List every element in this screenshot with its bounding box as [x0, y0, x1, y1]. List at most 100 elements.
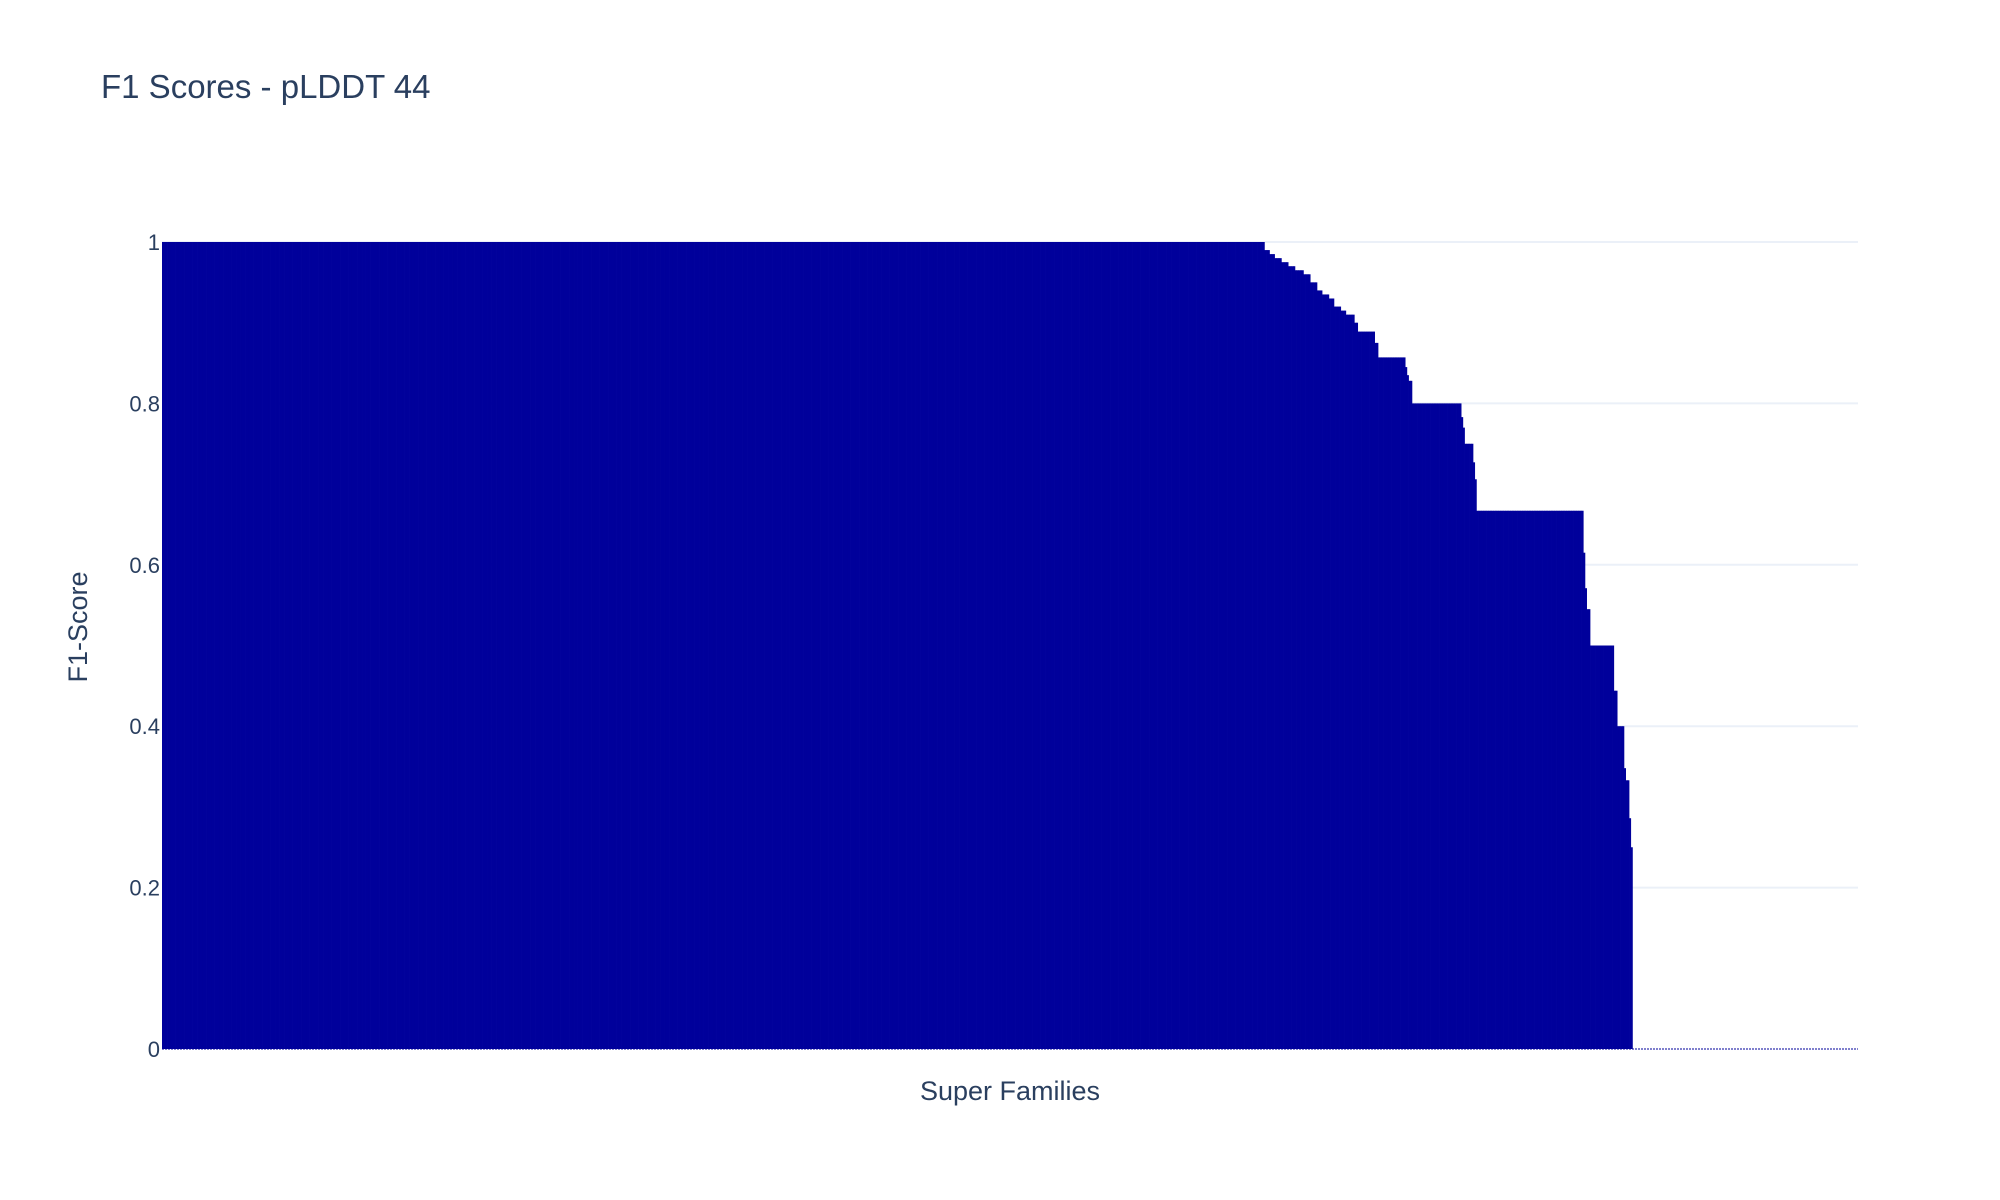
bar[interactable]: [811, 242, 814, 1049]
bar[interactable]: [618, 242, 621, 1049]
bar[interactable]: [657, 242, 660, 1049]
bar[interactable]: [1184, 242, 1187, 1049]
bar[interactable]: [250, 242, 253, 1049]
bar[interactable]: [1167, 242, 1170, 1049]
bar[interactable]: [1230, 242, 1233, 1049]
bar[interactable]: [1164, 242, 1167, 1049]
bar[interactable]: [180, 242, 183, 1049]
bar[interactable]: [285, 242, 288, 1049]
bar[interactable]: [1388, 357, 1391, 1049]
bar[interactable]: [1235, 242, 1238, 1049]
bar[interactable]: [214, 242, 217, 1049]
bar[interactable]: [984, 242, 987, 1049]
bar[interactable]: [426, 242, 429, 1049]
bar[interactable]: [553, 242, 556, 1049]
bar[interactable]: [518, 242, 521, 1049]
bar[interactable]: [669, 242, 672, 1049]
bar[interactable]: [204, 242, 207, 1049]
bar[interactable]: [774, 242, 777, 1049]
bar[interactable]: [1020, 242, 1023, 1049]
bar[interactable]: [597, 242, 600, 1049]
bar[interactable]: [399, 242, 402, 1049]
bar[interactable]: [1549, 510, 1552, 1050]
bar[interactable]: [848, 242, 851, 1049]
bar[interactable]: [1622, 726, 1625, 1049]
bar[interactable]: [348, 242, 351, 1049]
bar[interactable]: [567, 242, 570, 1049]
bar[interactable]: [611, 242, 614, 1049]
bar[interactable]: [509, 242, 512, 1049]
bar[interactable]: [375, 242, 378, 1049]
bar[interactable]: [982, 242, 985, 1049]
bar[interactable]: [791, 242, 794, 1049]
bar[interactable]: [372, 242, 375, 1049]
bar[interactable]: [397, 242, 400, 1049]
bar[interactable]: [1322, 294, 1325, 1049]
bar[interactable]: [594, 242, 597, 1049]
bar[interactable]: [328, 242, 331, 1049]
bar[interactable]: [1367, 331, 1370, 1050]
bar[interactable]: [1473, 462, 1476, 1049]
bar[interactable]: [745, 242, 748, 1049]
bar[interactable]: [406, 242, 409, 1049]
bar[interactable]: [1361, 331, 1364, 1050]
bar[interactable]: [475, 242, 478, 1049]
bar[interactable]: [887, 242, 890, 1049]
bar[interactable]: [1026, 242, 1030, 1049]
bar[interactable]: [531, 242, 534, 1049]
bar[interactable]: [1569, 510, 1572, 1050]
bar[interactable]: [1478, 510, 1481, 1050]
bar[interactable]: [545, 242, 548, 1049]
bar[interactable]: [931, 242, 935, 1049]
bar[interactable]: [1612, 645, 1615, 1050]
bar[interactable]: [201, 242, 204, 1049]
bar[interactable]: [959, 242, 962, 1049]
bar[interactable]: [557, 242, 560, 1049]
bar[interactable]: [1115, 242, 1118, 1049]
bar[interactable]: [304, 242, 307, 1049]
bar[interactable]: [789, 242, 792, 1049]
bar[interactable]: [333, 242, 336, 1049]
bar[interactable]: [599, 242, 602, 1049]
bar[interactable]: [1593, 645, 1596, 1050]
bar[interactable]: [736, 242, 739, 1049]
bar[interactable]: [1484, 510, 1487, 1050]
bar[interactable]: [1310, 282, 1313, 1050]
bar[interactable]: [1625, 780, 1628, 1049]
bar[interactable]: [1050, 242, 1053, 1049]
bar[interactable]: [1276, 258, 1279, 1049]
bar[interactable]: [533, 242, 536, 1049]
bar[interactable]: [986, 242, 989, 1049]
bar[interactable]: [455, 242, 458, 1049]
bar[interactable]: [1464, 443, 1467, 1049]
bar[interactable]: [777, 242, 780, 1049]
bar[interactable]: [582, 242, 585, 1049]
bar[interactable]: [1523, 510, 1526, 1050]
bar[interactable]: [450, 242, 453, 1049]
bar[interactable]: [898, 242, 901, 1049]
bar[interactable]: [575, 242, 578, 1049]
bar[interactable]: [282, 242, 285, 1049]
bar[interactable]: [979, 242, 982, 1049]
bar[interactable]: [799, 242, 802, 1049]
bar[interactable]: [1294, 270, 1297, 1049]
bar[interactable]: [1476, 510, 1479, 1050]
bar[interactable]: [1284, 262, 1287, 1049]
bar[interactable]: [463, 242, 466, 1049]
bar[interactable]: [1528, 510, 1532, 1050]
bar[interactable]: [1378, 357, 1381, 1049]
bar[interactable]: [675, 242, 678, 1049]
bar[interactable]: [209, 242, 212, 1049]
bar[interactable]: [633, 242, 636, 1049]
bar[interactable]: [767, 242, 770, 1049]
bar[interactable]: [667, 242, 670, 1049]
bar[interactable]: [864, 242, 867, 1049]
bar[interactable]: [1374, 342, 1377, 1050]
bar[interactable]: [679, 242, 682, 1049]
bar[interactable]: [301, 242, 304, 1049]
bar[interactable]: [1181, 242, 1184, 1049]
bar[interactable]: [641, 242, 645, 1049]
bar[interactable]: [416, 242, 419, 1049]
bar[interactable]: [1123, 242, 1126, 1049]
bar[interactable]: [1138, 242, 1141, 1049]
